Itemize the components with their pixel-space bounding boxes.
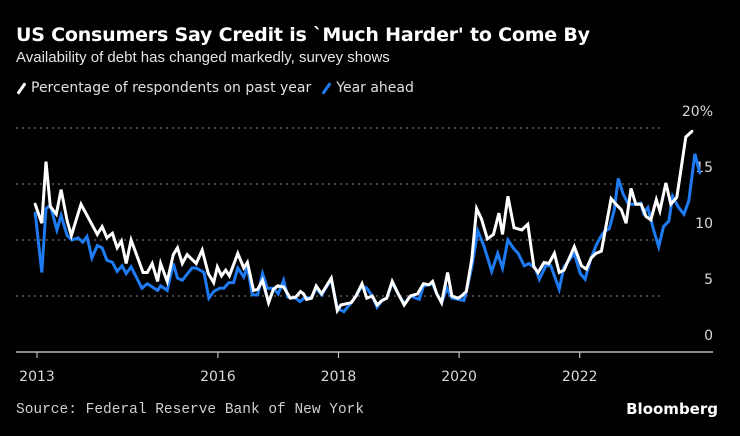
legend-label-past-year: Percentage of respondents on past year xyxy=(31,80,312,96)
x-tick-label: 2020 xyxy=(441,369,477,385)
gridlines xyxy=(16,127,663,297)
bloomberg-logo: Bloomberg xyxy=(626,400,718,418)
y-tick-label: 5 xyxy=(704,272,713,288)
chart-title: US Consumers Say Credit is `Much Harder'… xyxy=(16,24,590,46)
y-tick-label: 0 xyxy=(704,328,713,344)
series-line-year-ahead xyxy=(33,153,702,314)
y-tick-label: 20% xyxy=(682,104,713,120)
legend-item-year-ahead: Year ahead xyxy=(321,80,414,96)
legend-label-year-ahead: Year ahead xyxy=(336,80,414,96)
y-tick-label: 10 xyxy=(695,216,713,232)
series-lines xyxy=(33,129,702,315)
source-note: Source: Federal Reserve Bank of New York xyxy=(16,402,365,418)
chart-subtitle: Availability of debt has changed markedl… xyxy=(16,49,390,66)
series-line-past-year xyxy=(33,129,694,315)
x-tick-label: 2018 xyxy=(321,369,357,385)
legend-item-past-year: Percentage of respondents on past year xyxy=(16,80,311,96)
x-tick-label: 2016 xyxy=(200,369,236,385)
x-axis: 2013 2016 2018 2020 2022 xyxy=(16,351,713,385)
x-tick-label: 2022 xyxy=(562,369,598,385)
x-tick-label: 2013 xyxy=(19,369,55,385)
legend: Percentage of respondents on past year Y… xyxy=(16,80,424,96)
